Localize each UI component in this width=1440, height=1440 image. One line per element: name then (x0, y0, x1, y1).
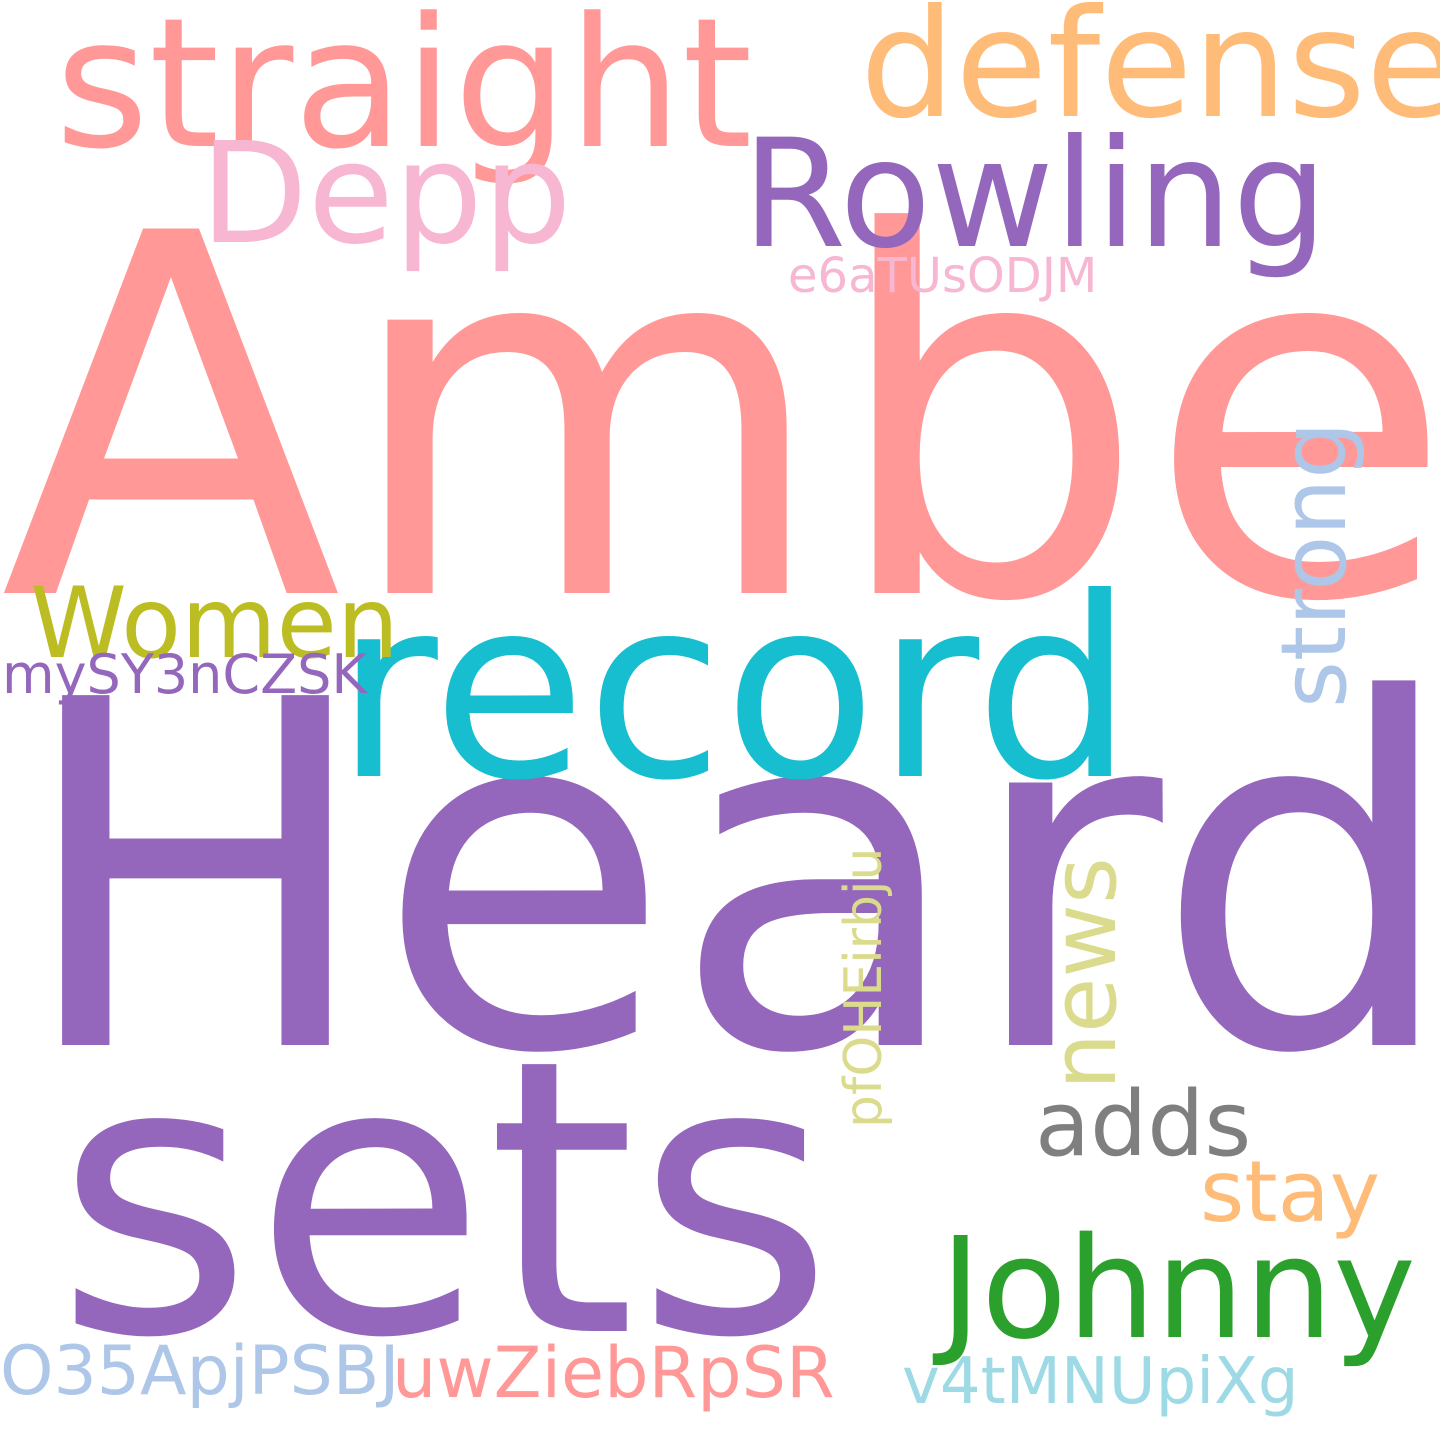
word-rowling: Rowling (742, 108, 1328, 282)
word-o35apjpsbj: O35ApjPSBJ (0, 1332, 400, 1411)
word-heard: Heard (15, 600, 1440, 1159)
word-e6atusodjm: e6aTUsODJM (788, 248, 1098, 304)
word-news: news (1032, 857, 1137, 1090)
word-uwziebrpsr: uwZiebRpSR (392, 1332, 835, 1414)
word-strong: strong (1262, 421, 1367, 708)
word-adds: adds (1035, 1072, 1252, 1177)
word-johnny: Johnny (940, 1208, 1416, 1371)
word-sets: sets (55, 978, 834, 1421)
word-straight: straight (55, 0, 753, 189)
word-defense: defense (860, 0, 1440, 152)
word-pfoheirbju: pfOHEirbju (834, 847, 894, 1128)
word-mysy3nczsk: mySY3nCZSK (2, 643, 367, 706)
word-depp: Depp (200, 113, 572, 276)
word-amber: Amber (0, 129, 1440, 711)
word-women: Women (30, 567, 399, 681)
word-v4tmnupixg: v4tMNUpiXg (902, 1345, 1299, 1419)
word-record: record (335, 544, 1134, 835)
word-stay: stay (1200, 1143, 1381, 1242)
